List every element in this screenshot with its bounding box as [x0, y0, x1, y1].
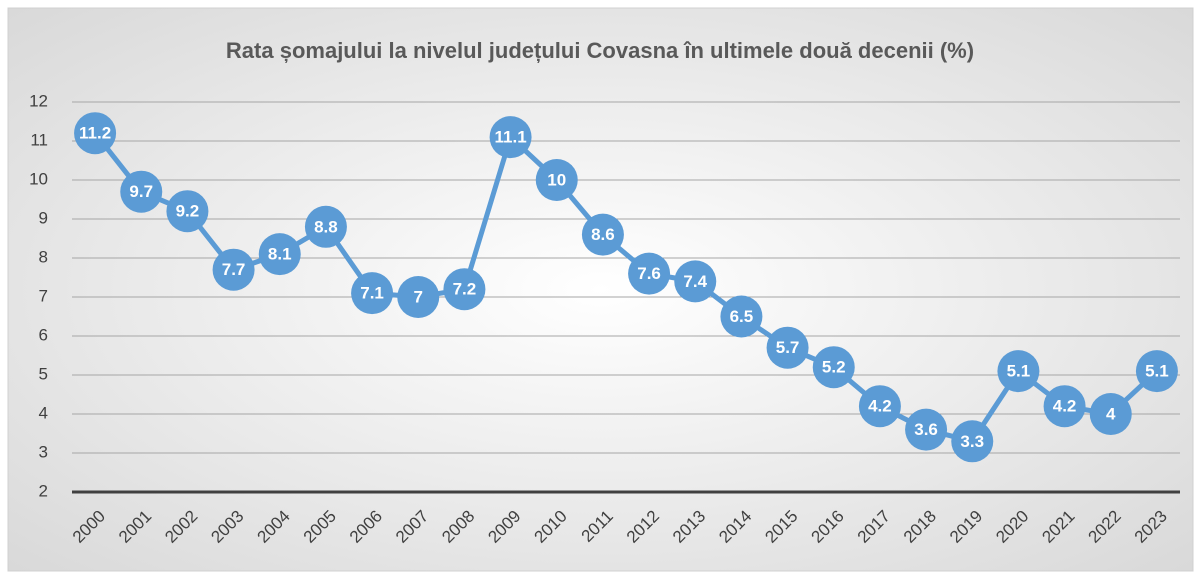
- marker: [766, 326, 809, 369]
- marker: [535, 159, 578, 201]
- chart-background: [7, 7, 1194, 572]
- marker: [74, 112, 117, 155]
- marker: [212, 248, 255, 291]
- marker: [720, 295, 763, 338]
- data-label: 9.2: [176, 202, 200, 221]
- data-label: 4.2: [868, 397, 892, 416]
- data-label: 9.7: [129, 182, 153, 201]
- marker: [812, 346, 855, 389]
- data-label: 5.1: [1145, 362, 1169, 381]
- data-label: 10: [547, 170, 566, 189]
- data-label: 8.8: [314, 217, 338, 236]
- marker: [905, 408, 948, 451]
- data-label: 5.2: [822, 358, 846, 377]
- data-label: 8.1: [268, 245, 292, 264]
- marker: [304, 205, 347, 248]
- data-label: 4.2: [1053, 397, 1077, 416]
- data-label: 7.7: [222, 260, 246, 279]
- y-tick-label: 9: [39, 208, 48, 227]
- y-tick-label: 12: [29, 91, 48, 110]
- marker: [997, 350, 1040, 393]
- data-label: 6.5: [730, 307, 754, 326]
- chart-title: Rata șomajului la nivelul județului Cova…: [226, 38, 974, 63]
- marker: [489, 116, 532, 159]
- marker: [258, 233, 301, 276]
- marker: [1089, 393, 1132, 435]
- data-label: 11.1: [495, 128, 527, 147]
- data-label: 7.2: [453, 280, 477, 299]
- marker: [674, 260, 717, 303]
- data-label: 7: [414, 287, 423, 306]
- y-tick-label: 6: [39, 325, 48, 344]
- data-label: 4: [1106, 404, 1116, 423]
- marker: [581, 213, 624, 256]
- marker: [858, 385, 901, 428]
- y-tick-label: 10: [29, 169, 48, 188]
- data-label: 7.4: [683, 272, 707, 291]
- marker: [120, 170, 163, 213]
- data-label: 7.1: [360, 284, 384, 303]
- y-tick-label: 2: [39, 481, 48, 500]
- marker: [351, 272, 394, 315]
- data-label: 3.6: [914, 420, 938, 439]
- y-tick-label: 4: [39, 403, 48, 422]
- marker: [628, 252, 671, 295]
- marker: [1043, 385, 1086, 428]
- y-tick-label: 5: [39, 364, 48, 383]
- marker: [397, 276, 440, 318]
- marker: [1135, 350, 1178, 393]
- marker: [166, 190, 209, 233]
- marker: [951, 420, 994, 463]
- y-tick-label: 3: [39, 442, 48, 461]
- data-label: 8.6: [591, 225, 615, 244]
- y-tick-label: 11: [30, 130, 48, 149]
- data-label: 5.1: [1007, 362, 1031, 381]
- data-label: 3.3: [960, 432, 984, 451]
- y-tick-label: 7: [39, 286, 48, 305]
- marker: [443, 268, 486, 311]
- y-tick-label: 8: [39, 247, 48, 266]
- data-label: 5.7: [776, 338, 800, 357]
- data-label: 11.2: [79, 124, 111, 143]
- data-label: 7.6: [637, 264, 661, 283]
